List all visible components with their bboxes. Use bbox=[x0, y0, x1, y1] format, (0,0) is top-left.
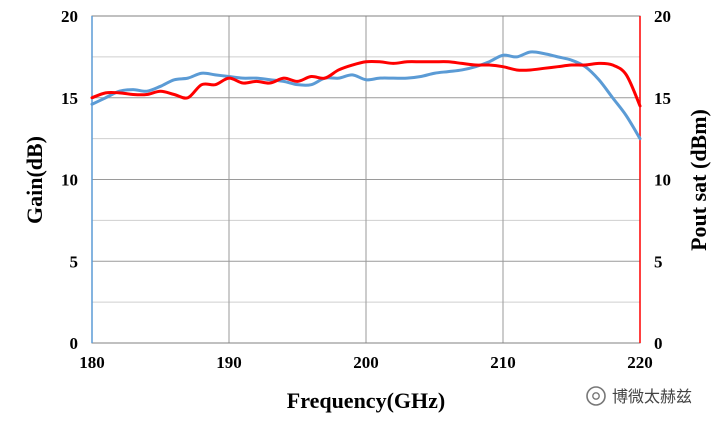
y-right-tick-label: 10 bbox=[654, 171, 671, 190]
x-tick-label: 190 bbox=[216, 353, 242, 372]
y-right-tick-label: 0 bbox=[654, 334, 663, 353]
y-right-tick-label: 20 bbox=[654, 7, 671, 26]
y-right-tick-label: 5 bbox=[654, 252, 663, 271]
y-right-tick-labels: 0 5 10 15 20 bbox=[654, 7, 671, 353]
gain-series-line bbox=[90, 50, 642, 141]
y-right-tick-label: 15 bbox=[654, 89, 671, 108]
watermark-text: 博微太赫兹 bbox=[612, 387, 692, 406]
y-right-axis-title: Pout sat (dBm) bbox=[686, 109, 711, 251]
x-tick-labels: 180 190 200 210 220 bbox=[79, 353, 653, 372]
pout-sat-series-line bbox=[90, 59, 642, 108]
x-tick-label: 180 bbox=[79, 353, 105, 372]
wechat-official-account-icon bbox=[586, 386, 606, 406]
y-left-tick-label: 0 bbox=[70, 334, 79, 353]
y-left-tick-label: 20 bbox=[61, 7, 78, 26]
grid-lines bbox=[91, 15, 641, 344]
y-left-tick-label: 10 bbox=[61, 171, 78, 190]
y-left-tick-label: 5 bbox=[70, 252, 79, 271]
x-tick-label: 210 bbox=[490, 353, 516, 372]
x-tick-label: 200 bbox=[353, 353, 379, 372]
y-left-axis-title: Gain(dB) bbox=[22, 136, 47, 224]
x-tick-label: 220 bbox=[627, 353, 653, 372]
watermark: 博微太赫兹 bbox=[586, 386, 692, 406]
y-left-tick-label: 15 bbox=[61, 89, 78, 108]
y-left-tick-labels: 0 5 10 15 20 bbox=[61, 7, 78, 353]
series-layer bbox=[90, 50, 642, 141]
x-axis-title: Frequency(GHz) bbox=[287, 388, 445, 413]
